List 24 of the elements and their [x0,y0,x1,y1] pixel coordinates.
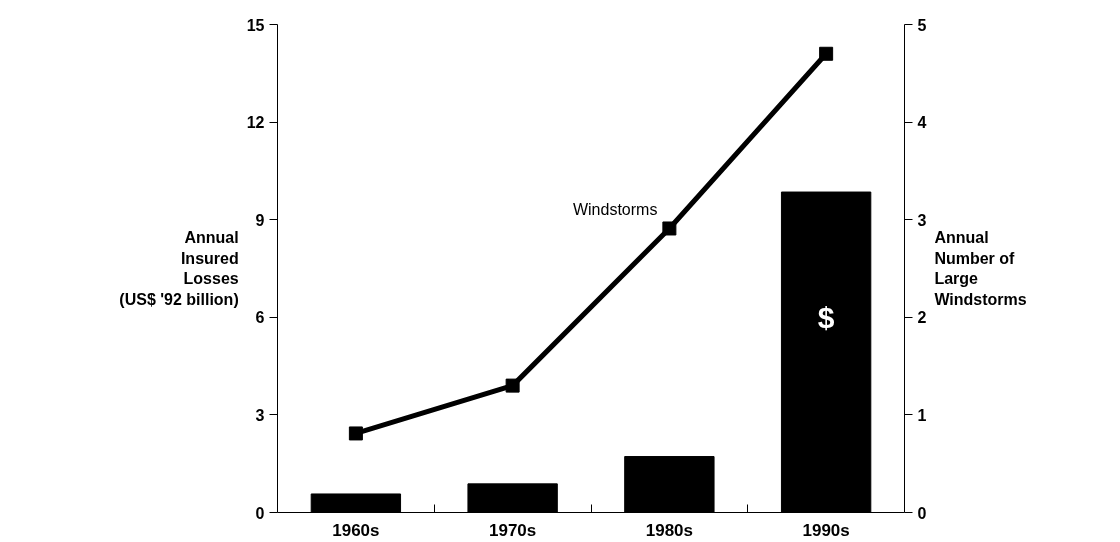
x-tick-label: 1990s [802,520,850,540]
y2-tick-label: 2 [917,309,927,327]
y-tick-label: 15 [246,16,265,34]
y-tick-label: 3 [255,406,265,424]
y-tick-label: 9 [255,211,265,229]
y-tick-label: 12 [246,114,265,132]
y-tick-label: 6 [255,309,265,327]
point [505,378,520,393]
y2-tick-label: 1 [917,406,927,424]
y2-axis-title: Annual Number of Large Windstorms [934,229,1027,308]
x-tick-label: 1960s [332,520,380,540]
point [662,221,677,236]
x-tick-label: 1980s [645,520,694,540]
point [819,46,834,61]
y2-tick-label: 3 [917,211,927,229]
y-axis-title: Annual Insured Losses (US$ '92 billion) [119,229,239,308]
y2-tick-label: 5 [917,16,927,34]
y-tick-label: 0 [255,504,265,522]
annotation: $ [817,300,835,334]
y2-tick-label: 4 [917,114,927,132]
series-label: Windstorms [572,201,658,219]
y2-tick-label: 0 [917,504,927,522]
point [348,426,363,441]
x-tick-label: 1970s [488,520,537,540]
